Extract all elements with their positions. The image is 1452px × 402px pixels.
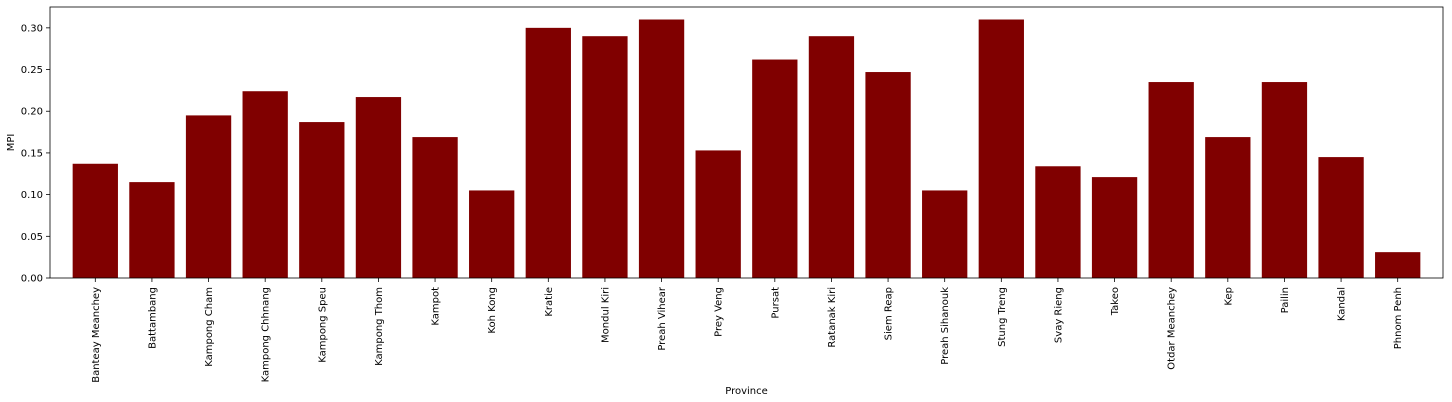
bars — [72, 19, 1421, 279]
x-tick-label: Kep — [1223, 287, 1234, 306]
x-axis-label: Province — [725, 386, 768, 397]
bar — [1318, 157, 1364, 278]
x-tick-label: Banteay Meanchey — [91, 287, 102, 383]
x-tick-label: Pursat — [770, 287, 781, 319]
x-tick-label: Battambang — [147, 287, 158, 349]
y-tick-label: 0.25 — [21, 65, 43, 76]
y-tick-label: 0.15 — [21, 148, 43, 159]
bar — [582, 36, 628, 278]
x-tick-label: Kandal — [1337, 287, 1348, 321]
x-tick-label: Preah Vihear — [657, 286, 668, 351]
bar — [1375, 252, 1421, 278]
bar — [129, 182, 175, 278]
x-tick-label: Koh Kong — [487, 287, 498, 334]
y-tick-label: 0.00 — [21, 274, 43, 285]
x-tick-label: Mondul Kiri — [600, 287, 611, 343]
x-tick-label: Stung Treng — [997, 287, 1008, 347]
x-axis-ticks: Banteay Meanchey Battambang Kampong Cham Ka… — [91, 278, 1404, 383]
bar — [1148, 82, 1194, 279]
y-tick-label: 0.30 — [21, 23, 43, 34]
y-axis-ticks: 0.00 0.05 0.10 0.15 0.20 0.25 0.30 — [21, 23, 50, 285]
bar — [355, 97, 402, 278]
x-tick-label: Phnom Penh — [1393, 287, 1404, 349]
y-tick-label: 0.10 — [21, 190, 43, 201]
bar — [412, 137, 458, 278]
bar — [865, 72, 911, 278]
bar — [695, 150, 741, 278]
bar — [299, 122, 345, 278]
x-tick-label: Kampot — [431, 287, 442, 326]
bar — [638, 19, 685, 279]
bar — [1035, 166, 1081, 278]
x-tick-label: Siem Reap — [884, 287, 895, 340]
bar — [469, 190, 515, 278]
x-tick-label: Otdar Meanchey — [1167, 287, 1178, 370]
bar — [525, 27, 571, 278]
bar — [752, 59, 798, 279]
y-tick-label: 0.05 — [21, 232, 43, 243]
x-tick-label: Takeo — [1110, 287, 1121, 316]
x-tick-label: Preah Sihanouk — [940, 287, 951, 365]
bar — [185, 115, 232, 279]
bar — [242, 91, 288, 278]
y-tick-label: 0.20 — [21, 107, 43, 118]
bar — [808, 36, 855, 278]
plot-frame — [49, 6, 1444, 279]
x-tick-label: Svay Rieng — [1053, 287, 1064, 343]
x-tick-label: Kampong Chhnang — [261, 287, 272, 382]
bar — [922, 190, 968, 278]
x-tick-label: Ratanak Kiri — [827, 287, 838, 348]
bar — [978, 19, 1024, 279]
y-axis-label: MPI — [6, 134, 17, 152]
x-tick-label: Kratie — [544, 287, 555, 317]
bar — [1261, 82, 1308, 279]
x-tick-label: Pailin — [1280, 287, 1291, 313]
x-tick-label: Kampong Speu — [317, 287, 328, 363]
bar — [1205, 137, 1251, 278]
x-tick-label: Kampong Thom — [374, 287, 385, 366]
bar — [72, 163, 118, 278]
x-tick-label: Kampong Cham — [204, 287, 215, 367]
x-tick-label: Prey Veng — [714, 287, 725, 337]
bar — [1091, 177, 1138, 278]
